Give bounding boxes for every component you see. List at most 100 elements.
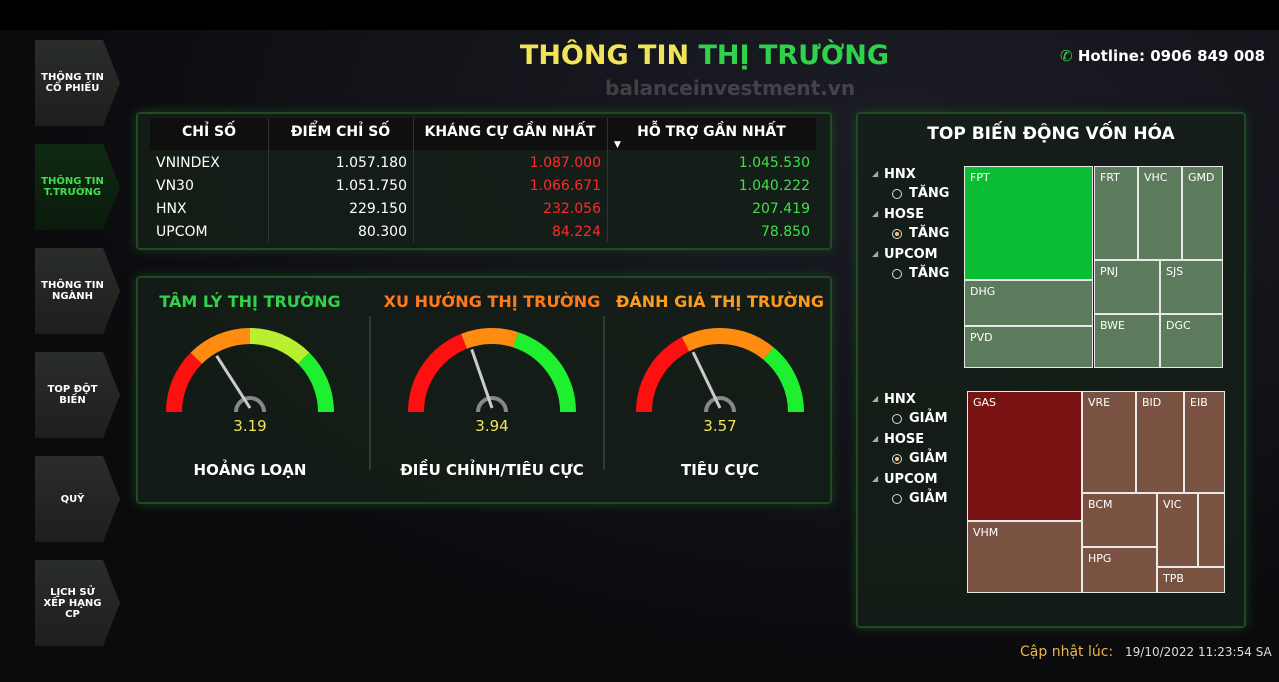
direction-label: GIẢM [909, 491, 948, 506]
table-cell: 1.051.750 [335, 178, 407, 194]
exchange-label: HNX [884, 392, 916, 407]
index-table: CHỈ SỐ ĐIỂM CHỈ SỐ KHÁNG CỰ GẦN NHẤT HỖ TRỢ… [136, 112, 832, 250]
gauge-value: 3.19 [233, 417, 266, 435]
gauge-arc [249, 328, 310, 365]
direction-label: TĂNG [909, 266, 950, 281]
radio[interactable] [892, 494, 902, 504]
gauge-title: TÂM LÝ THỊ TRƯỜNG [159, 292, 340, 311]
gauge-arc [408, 333, 468, 413]
gauge-hub [704, 396, 736, 413]
treemap-tile: DHG [964, 280, 1093, 326]
column-divider [268, 118, 269, 242]
treemap-tile: GMD [1182, 166, 1223, 260]
treemap-tile: EIB [1184, 391, 1225, 493]
treemap-tile: HPG [1082, 547, 1157, 593]
nav-item[interactable]: TOP ĐỘT BIẾN [35, 352, 120, 438]
gauge-arc [166, 352, 203, 413]
gauge-arc [636, 337, 690, 413]
table-cell: 1.087.000 [529, 155, 601, 171]
gauge-title: XU HƯỚNG THỊ TRƯỜNG [384, 292, 601, 311]
sort-icon: ▼ [614, 140, 621, 150]
radio[interactable] [892, 189, 902, 199]
exchange-label: HNX [884, 167, 916, 182]
column-header: HỖ TRỢ GẦN NHẤT [637, 124, 786, 140]
gauge-title: ĐÁNH GIÁ THỊ TRƯỜNG [616, 292, 824, 311]
table-cell: 80.300 [358, 224, 407, 240]
table-cell: 1.057.180 [335, 155, 407, 171]
nav-item[interactable]: THÔNG TIN CỔ PHIẾU [35, 40, 120, 126]
gauge-needle [691, 351, 722, 409]
gauge-panel: TÂM LÝ THỊ TRƯỜNG 3.19 HOẢNG LOẠN XU HƯỚNG … [136, 276, 832, 504]
table-cell: VNINDEX [156, 155, 220, 171]
gauge-arc [461, 328, 518, 349]
watermark: balanceinvestment.vn [605, 76, 856, 100]
gauge-label: ĐIỀU CHỈNH/TIÊU CỰC [400, 458, 584, 479]
exchange-label: UPCOM [884, 247, 938, 262]
treemap-tile: DGC [1160, 314, 1223, 368]
gauge-value: 3.57 [703, 417, 736, 435]
nav-item[interactable]: QUỸ [35, 456, 120, 542]
nav-item[interactable]: THÔNG TIN NGÀNH [35, 248, 120, 334]
treemap-tile: BWE [1094, 314, 1160, 368]
table-cell: 1.045.530 [738, 155, 810, 171]
phone-icon: ✆ [1060, 47, 1073, 65]
table-cell: 232.056 [543, 201, 601, 217]
hotline-text: Hotline: 0906 849 008 [1077, 47, 1266, 65]
gauge-needle [215, 354, 252, 409]
collapse-icon: ◢ [872, 209, 879, 218]
column-header: CHỈ SỐ [181, 124, 237, 140]
page-title: THÔNG TIN THỊ TRƯỜNG [0, 40, 1279, 71]
gauge-arc [681, 328, 774, 360]
gauge-arc [763, 347, 804, 413]
treemap-tile: GAS [967, 391, 1082, 521]
nav-item[interactable]: THÔNG TIN T.TRƯỜNG [35, 144, 120, 230]
table-cell: 1.040.222 [738, 178, 810, 194]
treemap-tile: VIC [1157, 493, 1198, 567]
table-cell: 78.850 [761, 224, 810, 240]
exchange-label: UPCOM [884, 472, 938, 487]
collapse-icon: ◢ [872, 169, 879, 178]
table-header-bg [150, 118, 816, 150]
table-cell: 229.150 [349, 201, 407, 217]
table-cell: VN30 [156, 178, 194, 194]
gauge-needle [470, 348, 494, 409]
title-part: THỊ TRƯỜNG [698, 40, 890, 71]
column-divider [607, 118, 608, 242]
treemap-tile: VRE [1082, 391, 1136, 493]
treemap-tile: PVD [964, 326, 1093, 368]
tile-blank [1198, 493, 1225, 567]
title-part: THÔNG TIN [519, 40, 690, 71]
hotline[interactable]: ✆ Hotline: 0906 849 008 [1060, 47, 1265, 65]
direction-label: TĂNG [909, 226, 950, 241]
table-cell: HNX [156, 201, 187, 217]
collapse-icon: ◢ [872, 249, 879, 258]
gauge-arc [512, 332, 576, 413]
radio[interactable] [892, 269, 902, 279]
radio[interactable] [892, 414, 902, 424]
exchange-label: HOSE [884, 432, 925, 447]
nav-item[interactable]: LỊCH SỬ XẾP HẠNG CP [35, 560, 120, 646]
update-label: Cập nhật lúc: [1020, 644, 1114, 660]
radio[interactable] [892, 229, 902, 239]
gauge-label: TIÊU CỰC [681, 460, 759, 479]
update-time: 19/10/2022 11:23:54 SA [1125, 645, 1272, 659]
exchange-label: HOSE [884, 207, 925, 222]
panel-title: TOP BIẾN ĐỘNG VỐN HÓA [927, 124, 1175, 144]
gauge-value: 3.94 [475, 417, 508, 435]
market-cap-panel: TOP BIẾN ĐỘNG VỐN HÓA ◢ HNX TĂNG ◢ HOSE TĂNG ◢… [856, 112, 1246, 628]
treemap-tile: SJS [1160, 260, 1223, 314]
collapse-icon: ◢ [872, 474, 879, 483]
table-cell: 84.224 [552, 224, 601, 240]
radio[interactable] [892, 454, 902, 464]
column-header: KHÁNG CỰ GẦN NHẤT [424, 124, 596, 140]
treemap-tile: BID [1136, 391, 1184, 493]
top-bar [0, 0, 1279, 30]
table-cell: 207.419 [752, 201, 810, 217]
gauge-label: HOẢNG LOẠN [194, 458, 307, 479]
treemap-tile: TPB [1157, 567, 1225, 593]
gauge-arc [190, 328, 251, 365]
treemap-tile: VHC [1138, 166, 1182, 260]
treemap-tile: VHM [967, 521, 1082, 593]
collapse-icon: ◢ [872, 394, 879, 403]
